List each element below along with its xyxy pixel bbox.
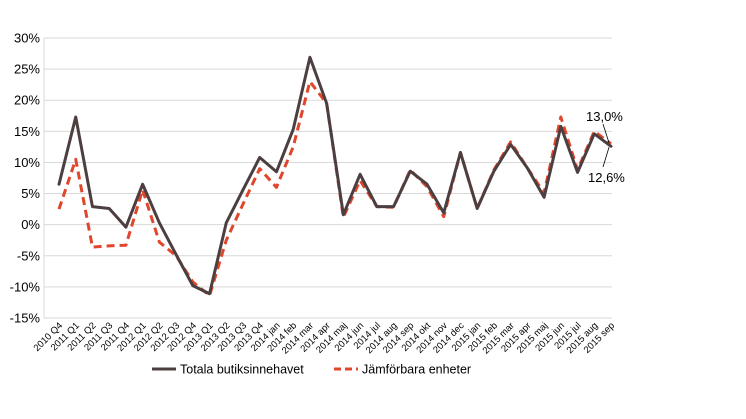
legend-label-comparable: Jämförbara enheter [362, 363, 471, 377]
y-tick-label: 25% [14, 62, 40, 77]
gridlines [44, 37, 612, 319]
y-tick-label: 30% [14, 31, 40, 46]
annotation-label-upper: 13,0% [586, 109, 623, 124]
series-layer [57, 55, 613, 298]
annotation-leader-lower [602, 147, 610, 168]
legend-label-total: Totala butiksinnehavet [180, 363, 304, 377]
y-axis: -15% -10% -5% 0% 5% 10% 15% 20% 25% 30% [10, 31, 45, 326]
y-tick-label: 15% [14, 124, 40, 139]
annotation-label-lower: 12,6% [588, 170, 625, 185]
y-tick-label: 10% [14, 155, 40, 170]
legend: Totala butiksinnehavet Jämförbara enhete… [152, 363, 471, 377]
y-tick-label: 5% [21, 186, 40, 201]
y-tick-label: 20% [14, 93, 40, 108]
y-tick-label: 0% [21, 217, 40, 232]
y-tick-label: -5% [17, 248, 41, 263]
annotations: 13,0% 12,6% [586, 109, 625, 185]
series-line-total [57, 55, 613, 296]
y-tick-label: -15% [10, 311, 41, 326]
y-tick-label: -10% [10, 279, 41, 294]
annotation-leader-upper [602, 123, 610, 143]
